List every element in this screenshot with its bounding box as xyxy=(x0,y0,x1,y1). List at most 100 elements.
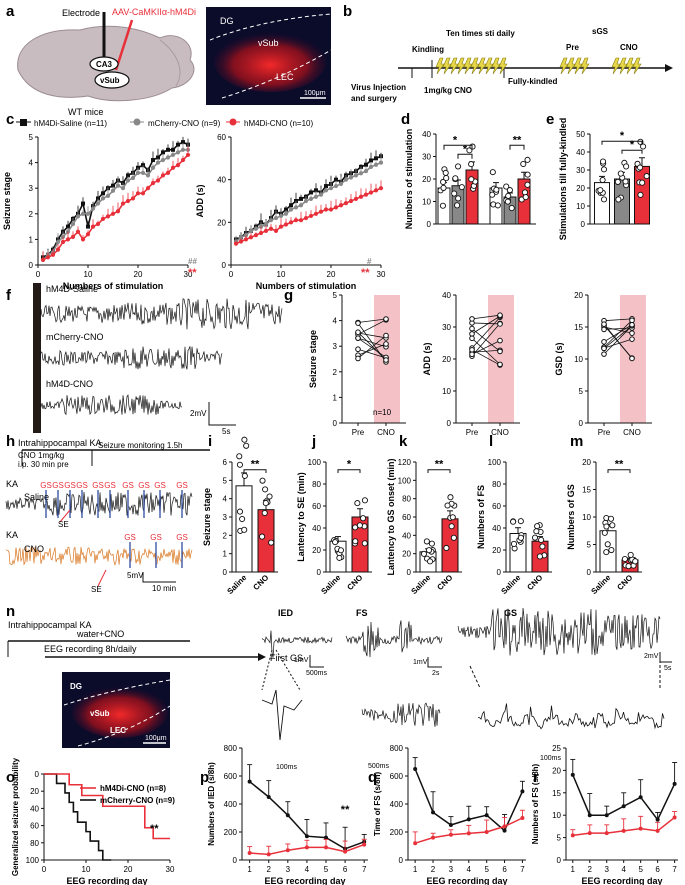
y-tick-label: 0 xyxy=(233,856,238,865)
panel-label-r: r xyxy=(533,769,539,786)
y-tick-label: 3 xyxy=(29,184,34,193)
data-point xyxy=(284,207,288,212)
pair-dot xyxy=(601,345,607,352)
data-dot xyxy=(599,158,607,165)
data-dot xyxy=(241,526,248,533)
data-point xyxy=(80,211,86,216)
data-point xyxy=(288,207,294,212)
data-dot xyxy=(266,493,273,500)
data-dot xyxy=(354,500,361,507)
data-point xyxy=(161,150,165,155)
data-point xyxy=(285,848,290,853)
pair-dot xyxy=(383,357,389,363)
x-tick-label: 1 xyxy=(247,865,252,874)
panel-label-j: j xyxy=(311,433,316,450)
data-point xyxy=(520,816,525,820)
eeg-label-n: EEG recording 8h/daily xyxy=(44,644,137,654)
data-point xyxy=(55,247,61,252)
pair-dot xyxy=(355,329,361,336)
x-tick-label: CNO xyxy=(623,428,641,437)
data-point xyxy=(343,201,349,206)
sig-star-c-left: ** xyxy=(188,267,197,279)
sig-bracket xyxy=(607,469,631,473)
cno-time-h: i.p. 30 min pre xyxy=(18,460,69,469)
y-tick-label: 40 xyxy=(402,531,411,540)
y-tick-label: 0 xyxy=(447,419,452,428)
y-axis-label: Seizure stage xyxy=(202,488,212,546)
y-tick-label: 60 xyxy=(30,822,39,831)
pair-dot xyxy=(497,321,503,327)
y-tick-label: 100 xyxy=(308,458,322,467)
pair-line xyxy=(603,326,633,334)
data-point xyxy=(378,160,384,165)
trace-ied-zoom xyxy=(261,689,303,741)
data-point xyxy=(266,852,271,857)
data-point xyxy=(288,220,294,225)
y-tick-label: 0 xyxy=(557,856,562,865)
gs-label: GS xyxy=(40,481,52,490)
data-dot xyxy=(468,161,475,168)
y-tick-label: 0 xyxy=(223,568,228,577)
y-tick-label: 0 xyxy=(222,261,227,270)
pair-dot xyxy=(601,351,607,357)
data-point xyxy=(110,188,116,193)
ka-title-h: Intrahippocampal KA xyxy=(18,438,102,448)
data-dot xyxy=(440,184,447,191)
data-point xyxy=(313,211,319,216)
data-dot xyxy=(451,190,458,197)
gs-label: GS xyxy=(138,481,150,490)
sig-bracket xyxy=(337,469,361,473)
y-tick-label: 4 xyxy=(333,317,338,326)
panel-label-k: k xyxy=(399,433,408,450)
x-tick-label: 10 xyxy=(277,270,286,279)
x-tick-label: 5 xyxy=(484,865,489,874)
data-point xyxy=(283,211,289,216)
data-point xyxy=(120,186,126,191)
data-point xyxy=(110,211,116,216)
data-point xyxy=(258,230,264,236)
y-tick-label: 40 xyxy=(217,176,226,185)
data-point xyxy=(672,815,677,820)
sgs-label: sGS xyxy=(592,27,609,36)
x-tick-label: CNO xyxy=(377,428,395,437)
y-tick-label: 0 xyxy=(29,261,34,270)
data-dot xyxy=(423,538,430,545)
data-point xyxy=(373,188,379,193)
pair-line xyxy=(603,327,633,330)
gs-y-scale: 2mV xyxy=(644,653,659,660)
sig-star: * xyxy=(463,143,468,155)
sig-bracket xyxy=(443,144,473,150)
data-point xyxy=(130,196,136,201)
data-point xyxy=(170,165,176,170)
data-dot xyxy=(599,176,606,184)
bolt-cno xyxy=(611,57,621,75)
data-dot xyxy=(524,171,531,178)
pair-dot xyxy=(383,316,389,322)
x-tick-label: 2 xyxy=(267,865,272,874)
panel-label-p: p xyxy=(200,769,209,786)
fully-kindled-label: Fully-kindled xyxy=(508,77,557,86)
pair-line xyxy=(471,314,501,320)
data-point xyxy=(328,186,334,191)
pair-line xyxy=(603,338,633,349)
y-tick-label: 5 xyxy=(29,133,34,142)
panel-label-m: m xyxy=(570,433,583,450)
data-point xyxy=(125,178,131,183)
legend-c-saline: hM4Di-Saline (n=11) xyxy=(34,119,107,128)
survival-hm4di xyxy=(44,773,170,840)
data-point xyxy=(348,198,354,204)
sig-bracket xyxy=(621,149,643,154)
data-point xyxy=(343,177,349,182)
y-tick-label: 40 xyxy=(576,148,585,157)
data-point xyxy=(484,830,489,834)
pair-dot xyxy=(469,325,475,332)
pair-line xyxy=(357,335,387,359)
y-tick-label: 10 xyxy=(582,513,591,522)
data-point xyxy=(448,823,453,827)
data-dot xyxy=(643,173,650,180)
data-dot xyxy=(352,538,359,545)
data-dot xyxy=(603,523,610,530)
panel-label-l: l xyxy=(489,433,493,450)
x-axis-label: EEG recording day xyxy=(66,876,147,885)
